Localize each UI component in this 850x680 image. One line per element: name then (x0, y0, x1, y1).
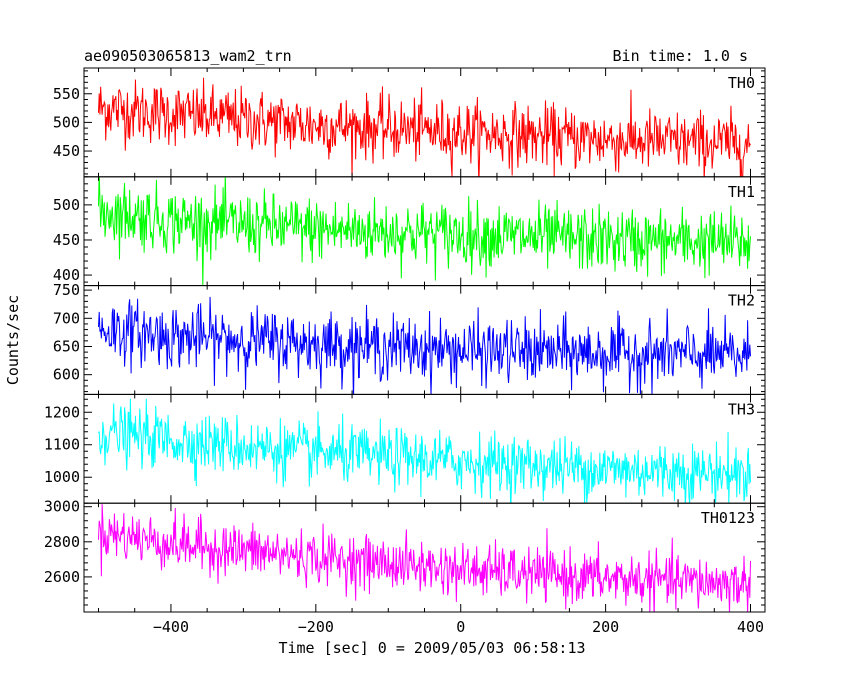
x-tick-label: 0 (456, 618, 465, 636)
panel-label: TH1 (728, 183, 755, 201)
panel-label: TH0 (728, 74, 755, 92)
y-tick-label: 600 (53, 366, 80, 384)
chart-title: ae090503065813_wam2_trn (84, 47, 292, 65)
x-tick-label: 200 (592, 618, 619, 636)
panel-th3: 1000 1100 1200 TH3 (44, 393, 766, 504)
y-tick-label: 400 (53, 266, 80, 284)
x-tick-label: −200 (298, 618, 334, 636)
y-tick-label: 550 (53, 85, 80, 103)
y-tick-label: 450 (53, 231, 80, 249)
x-axis-label: Time [sec] 0 = 2009/05/03 06:58:13 (278, 639, 585, 657)
y-tick-label: 1100 (44, 436, 80, 454)
y-axis-label: Counts/sec (4, 295, 22, 385)
panel-th0123: 2600 2800 3000 TH0123 (44, 498, 766, 613)
series-line-th3 (98, 398, 752, 504)
y-tick-label: 450 (53, 142, 80, 160)
y-tick-label: 500 (53, 196, 80, 214)
panel-th1: 400 450 500 TH1 (53, 176, 766, 287)
panel-label: TH2 (728, 292, 755, 310)
panel-th0: 450 500 550 TH0 (53, 67, 766, 178)
bin-time-label: Bin time: 1.0 s (613, 47, 748, 65)
x-tick-label: 400 (737, 618, 764, 636)
y-tick-label: 1000 (44, 468, 80, 486)
panel-frame (83, 502, 766, 613)
y-tick-label: 700 (53, 309, 80, 327)
y-tick-label: 650 (53, 337, 80, 355)
series-line-th1 (97, 176, 752, 286)
panel-label: TH0123 (701, 509, 755, 527)
panels-group: 450 500 550 TH0 400 450 500 TH1 600 650 700 750 TH2 1… (44, 67, 766, 613)
y-tick-label: 2800 (44, 533, 80, 551)
y-tick-label: 500 (53, 113, 80, 131)
x-axis: −400 −200 0 200 400 (153, 618, 764, 636)
panel-label: TH3 (728, 400, 755, 418)
panel-th2: 600 650 700 750 TH2 (53, 281, 766, 395)
x-tick-label: −400 (153, 618, 189, 636)
series-line-th2 (97, 296, 752, 395)
y-tick-label: 750 (53, 281, 80, 299)
series-line-th0 (97, 77, 751, 177)
y-tick-label: 2600 (44, 568, 80, 586)
series-line-th0123 (97, 504, 752, 613)
y-tick-label: 3000 (44, 498, 80, 516)
y-tick-label: 1200 (44, 403, 80, 421)
